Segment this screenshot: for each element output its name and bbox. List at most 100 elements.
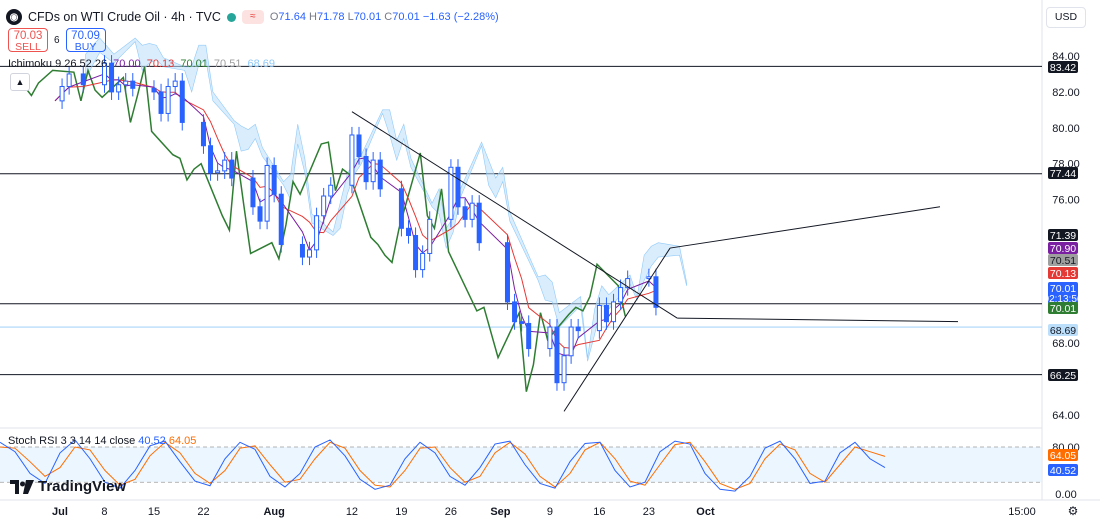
- candle-body: [299, 243, 305, 258]
- candle-body: [363, 156, 369, 183]
- stoch-label-text: 40.52: [1050, 465, 1076, 477]
- price-label-text: 77.44: [1050, 168, 1076, 180]
- stoch-d-value: 64.05: [168, 435, 197, 447]
- candle-body: [377, 159, 383, 190]
- price-tick-label: 64.00: [1052, 410, 1080, 422]
- ichimoku-name: Ichimoku 9 26 52 26: [8, 58, 108, 70]
- candle-body: [123, 80, 129, 86]
- candle-body: [250, 177, 256, 208]
- candle-body: [554, 326, 560, 384]
- price-tick-label: 76.00: [1052, 195, 1080, 207]
- candle-body: [158, 91, 164, 114]
- stoch-label-text: 64.05: [1050, 450, 1076, 462]
- tradingview-logo: TradingView: [10, 478, 126, 495]
- tenkan-value: 70.00: [113, 58, 141, 70]
- candle-body: [427, 218, 433, 254]
- time-tick-label: 22: [197, 506, 209, 518]
- price-label-text: 70.01: [1050, 283, 1076, 295]
- span-a-value: 70.51: [213, 58, 242, 70]
- kijun-value: 70.13: [146, 58, 175, 70]
- descending-trendline: [351, 111, 678, 319]
- price-label-tag: [1048, 369, 1078, 381]
- chart-header: ◉ CFDs on WTI Crude Oil · 4h · TVC ≈ O71…: [6, 7, 499, 27]
- candle-body: [257, 206, 263, 222]
- candle-body: [356, 134, 362, 158]
- descending-trendline-extension: [677, 317, 959, 323]
- candle-body: [455, 166, 461, 208]
- time-tick-label: 15: [148, 506, 160, 518]
- price-label-tag: [1048, 282, 1078, 304]
- currency-selector[interactable]: USD: [1046, 7, 1086, 28]
- market-status-icon: [226, 12, 236, 22]
- price-tick-label: 84.00: [1052, 51, 1080, 63]
- time-tick-label: 26: [445, 506, 457, 518]
- price-label-text: 70.13: [1050, 268, 1076, 280]
- price-label-tag: [1048, 61, 1078, 73]
- candle-body: [512, 301, 518, 323]
- candle-body: [200, 121, 206, 147]
- settings-gear-icon[interactable]: ⚙: [1068, 504, 1079, 518]
- candle-body: [307, 249, 313, 258]
- time-tick-label: Jul: [52, 506, 68, 518]
- candle-body: [526, 322, 532, 350]
- price-label-text: 68.69: [1050, 325, 1076, 337]
- ascending-trendline-extension: [670, 206, 941, 249]
- chikou-value: 70.01: [180, 58, 208, 70]
- symbol-title[interactable]: CFDs on WTI Crude Oil · 4h · TVC: [28, 10, 221, 24]
- price-label-tag: [1048, 324, 1078, 336]
- candle-body: [151, 87, 157, 93]
- span-b-value: 68.69: [247, 58, 276, 70]
- candle-body: [116, 84, 122, 93]
- price-label-tag: [1048, 267, 1078, 279]
- candle-body: [321, 195, 327, 217]
- price-label-tag: [1048, 242, 1078, 254]
- candle-body: [208, 145, 214, 174]
- stoch-k-line: [0, 439, 886, 492]
- price-label-text: 70.90: [1050, 243, 1076, 255]
- compare-icon[interactable]: ≈: [241, 10, 264, 24]
- time-tick-label: Aug: [263, 506, 284, 518]
- candle-body: [314, 215, 320, 251]
- price-label-tag: [1048, 229, 1078, 241]
- candle-body: [271, 164, 277, 195]
- candle-body: [448, 166, 454, 220]
- candle-body: [611, 301, 617, 323]
- candle-body: [398, 188, 404, 229]
- buy-button[interactable]: 70.09 BUY: [65, 28, 106, 53]
- candle-body: [59, 86, 65, 102]
- candle-body: [328, 184, 334, 197]
- candle-body: [603, 305, 609, 323]
- ichimoku-legend[interactable]: Ichimoku 9 26 52 26 70.00 70.13 70.01 70…: [8, 58, 278, 70]
- candle-body: [519, 321, 525, 324]
- time-tick-label: Sep: [490, 506, 510, 518]
- candle-body: [413, 235, 419, 271]
- price-label-text: 83.42: [1050, 62, 1076, 74]
- stoch-tick-label: 0.00: [1055, 489, 1076, 501]
- time-tick-label: 19: [395, 506, 407, 518]
- candle-body: [596, 305, 602, 332]
- candle-body: [222, 159, 228, 172]
- candle-body: [504, 242, 510, 303]
- stoch-band-background: [0, 447, 1042, 483]
- chevron-up-icon[interactable]: ▲: [10, 73, 30, 91]
- candle-body: [179, 80, 185, 123]
- candle-body: [476, 202, 482, 244]
- time-tick-label: 8: [101, 506, 107, 518]
- sell-button[interactable]: 70.03 SELL: [8, 28, 48, 53]
- candle-body: [406, 227, 411, 237]
- candle-body: [653, 276, 659, 308]
- price-label-text: 70.51: [1050, 255, 1076, 267]
- price-tick-label: 80.00: [1052, 123, 1080, 135]
- candle-body: [66, 73, 72, 88]
- candle-body: [172, 80, 178, 88]
- tradingview-logo-icon: [10, 479, 34, 494]
- candle-body: [625, 278, 631, 289]
- chikou-span-line: [23, 66, 627, 392]
- tradingview-logo-text: TradingView: [38, 478, 127, 495]
- candle-body: [349, 134, 355, 186]
- candle-body: [575, 326, 581, 332]
- time-tick-label: 15:00: [1008, 506, 1036, 518]
- stoch-rsi-legend[interactable]: Stoch RSI 3 3 14 14 close 40.52 64.05: [8, 435, 196, 447]
